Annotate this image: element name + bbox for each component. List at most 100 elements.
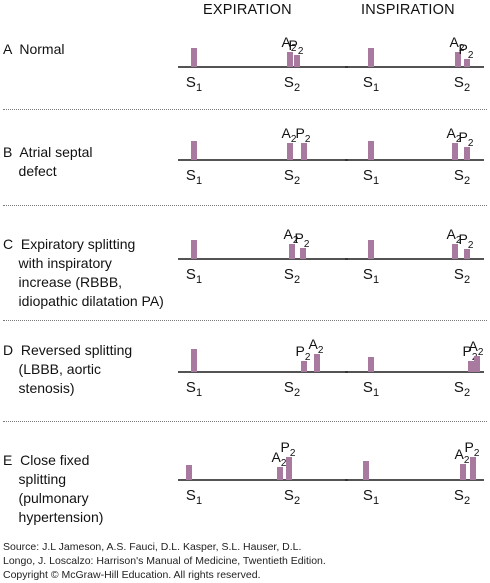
expiration-s2-axis-label: S2 (284, 379, 300, 399)
inspiration-a2-label: A2 (469, 338, 484, 358)
expiration-p2-bar (294, 55, 300, 67)
expiration-p2-bar (301, 143, 307, 160)
inspiration-s1-axis-label: S1 (363, 487, 379, 507)
inspiration-a2-label: A2 (447, 226, 462, 246)
inspiration-s1-axis-label: S1 (363, 74, 379, 94)
expiration-p2-label: P2 (296, 125, 311, 145)
inspiration-p2-bar (464, 59, 470, 67)
panel-divider (3, 320, 487, 321)
panel-b-label: B Atrial septal defect (3, 143, 93, 181)
inspiration-a2-label: A2 (455, 446, 470, 466)
expiration-a2-label: A2 (284, 226, 299, 246)
panel-b-label-line: defect (3, 163, 57, 179)
expiration-p2-label: P2 (295, 230, 310, 250)
source-line-3: Copyright © McGraw-Hill Education. All r… (3, 569, 261, 581)
expiration-s1-bar (186, 465, 192, 480)
expiration-s1-axis-label: S1 (186, 74, 202, 94)
inspiration-s1-bar (368, 141, 374, 160)
expiration-a2-bar (287, 143, 293, 160)
expiration-p2-bar (286, 457, 292, 480)
panel-e-label-line: E Close fixed (3, 452, 90, 468)
inspiration-a2-bar (474, 356, 480, 372)
expiration-a2-label: A2 (282, 34, 297, 54)
panel-divider (3, 421, 487, 422)
inspiration-a2-label: A2 (450, 34, 465, 54)
inspiration-s2-axis-label: S2 (454, 487, 470, 507)
inspiration-a2-bar (452, 244, 458, 259)
expiration-a2-label: A2 (309, 336, 324, 356)
panel-d-label: D Reversed splitting (LBBB, aortic steno… (3, 341, 132, 398)
panel-c-label-line: idiopathic dilatation PA) (3, 293, 164, 309)
panel-c-label-line: with inspiratory (3, 255, 112, 271)
panel-c-label-line: increase (RBBB, (3, 274, 123, 290)
expiration-s1-axis-label: S1 (186, 379, 202, 399)
inspiration-p2-label: P2 (459, 231, 474, 251)
expiration-s2-axis-label: S2 (284, 487, 300, 507)
expiration-p2-bar (300, 248, 306, 259)
inspiration-a2-bar (455, 52, 461, 67)
expiration-p2-label: P2 (281, 439, 296, 459)
source-citation: Source: J.L Jameson, A.S. Fauci, D.L. Ka… (3, 540, 326, 582)
inspiration-a2-label: A2 (447, 125, 462, 145)
inspiration-p2-bar (468, 361, 474, 372)
inspiration-s2-axis-label: S2 (454, 74, 470, 94)
source-line-1: Source: J.L Jameson, A.S. Fauci, D.L. Ka… (3, 541, 302, 553)
expiration-a2-bar (277, 467, 283, 480)
inspiration-column-heading: INSPIRATION (361, 2, 455, 18)
panel-d-diagram: P2A2S1S2P2A2S1S2 (178, 336, 484, 399)
inspiration-s1-axis-label: S1 (363, 379, 379, 399)
inspiration-s1-bar (368, 48, 374, 67)
expiration-s2-axis-label: S2 (284, 266, 300, 286)
inspiration-s1-bar (363, 461, 369, 480)
panel-a-label-line: A Normal (3, 41, 65, 57)
inspiration-p2-label: P2 (459, 129, 474, 149)
expiration-p2-bar (301, 361, 307, 372)
expiration-a2-bar (287, 52, 293, 67)
expiration-s2-axis-label: S2 (284, 74, 300, 94)
inspiration-p2-label: P2 (459, 41, 474, 61)
inspiration-s1-axis-label: S1 (363, 167, 379, 187)
inspiration-s1-axis-label: S1 (363, 266, 379, 286)
panel-d-label-line: (LBBB, aortic (3, 361, 102, 377)
panel-c-label-line: C Expiratory splitting (3, 236, 136, 252)
source-line-2: Longo, J. Loscalzo: Harrison's Manual of… (3, 555, 326, 567)
panel-divider (3, 205, 487, 206)
panel-d-label-line: stenosis) (3, 380, 75, 396)
inspiration-s2-axis-label: S2 (454, 167, 470, 187)
expiration-s2-axis-label: S2 (284, 167, 300, 187)
expiration-s1-axis-label: S1 (186, 266, 202, 286)
inspiration-p2-label: P2 (465, 439, 480, 459)
panel-e-label: E Close fixed splitting (pulmonary hyper… (3, 451, 103, 527)
inspiration-p2-bar (470, 457, 476, 480)
expiration-a2-label: A2 (282, 125, 297, 145)
inspiration-s1-bar (368, 240, 374, 259)
expiration-s1-bar (191, 48, 197, 67)
panel-divider (3, 109, 487, 110)
panel-e-label-line: (pulmonary (3, 490, 89, 506)
expiration-a2-label: A2 (272, 449, 287, 469)
expiration-p2-label: P2 (296, 343, 311, 363)
inspiration-a2-bar (460, 464, 466, 480)
panel-e-label-line: splitting (3, 471, 67, 487)
inspiration-p2-bar (464, 249, 470, 259)
panel-b-label-line: B Atrial septal (3, 144, 93, 160)
inspiration-a2-bar (452, 143, 458, 160)
inspiration-s1-bar (368, 357, 374, 372)
expiration-a2-bar (289, 244, 295, 259)
panel-e-label-line: hypertension) (3, 509, 104, 525)
expiration-p2-label: P2 (289, 37, 304, 57)
inspiration-s2-axis-label: S2 (454, 266, 470, 286)
panel-d-label-line: D Reversed splitting (3, 342, 133, 358)
expiration-s1-axis-label: S1 (186, 167, 202, 187)
panel-a-label: A Normal (3, 40, 64, 59)
expiration-column-heading: EXPIRATION (203, 2, 292, 18)
expiration-a2-bar (314, 354, 320, 372)
expiration-s1-bar (191, 141, 197, 160)
expiration-s1-bar (191, 240, 197, 259)
expiration-s1-bar (191, 349, 197, 372)
